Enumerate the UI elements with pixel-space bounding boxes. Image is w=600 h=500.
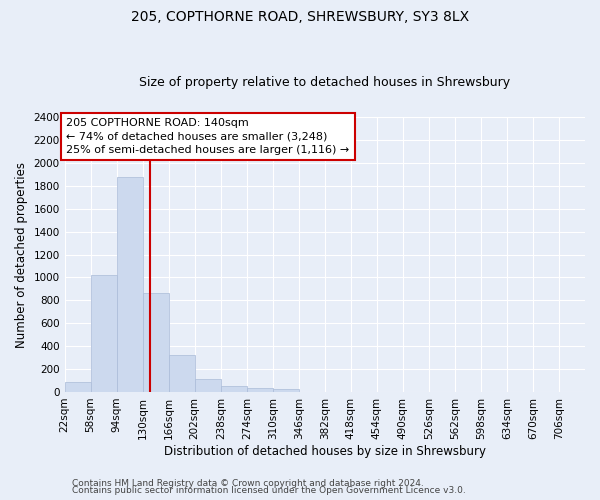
Bar <box>221 386 247 392</box>
Title: Size of property relative to detached houses in Shrewsbury: Size of property relative to detached ho… <box>139 76 511 90</box>
Text: 205, COPTHORNE ROAD, SHREWSBURY, SY3 8LX: 205, COPTHORNE ROAD, SHREWSBURY, SY3 8LX <box>131 10 469 24</box>
Bar <box>247 388 273 392</box>
Bar <box>65 382 91 392</box>
X-axis label: Distribution of detached houses by size in Shrewsbury: Distribution of detached houses by size … <box>164 444 486 458</box>
Bar <box>117 176 143 392</box>
Text: 205 COPTHORNE ROAD: 140sqm
← 74% of detached houses are smaller (3,248)
25% of s: 205 COPTHORNE ROAD: 140sqm ← 74% of deta… <box>66 118 349 154</box>
Text: Contains HM Land Registry data © Crown copyright and database right 2024.: Contains HM Land Registry data © Crown c… <box>72 478 424 488</box>
Bar <box>273 388 299 392</box>
Bar <box>143 294 169 392</box>
Bar <box>169 356 195 392</box>
Text: Contains public sector information licensed under the Open Government Licence v3: Contains public sector information licen… <box>72 486 466 495</box>
Y-axis label: Number of detached properties: Number of detached properties <box>15 162 28 348</box>
Bar <box>91 275 117 392</box>
Bar <box>195 379 221 392</box>
